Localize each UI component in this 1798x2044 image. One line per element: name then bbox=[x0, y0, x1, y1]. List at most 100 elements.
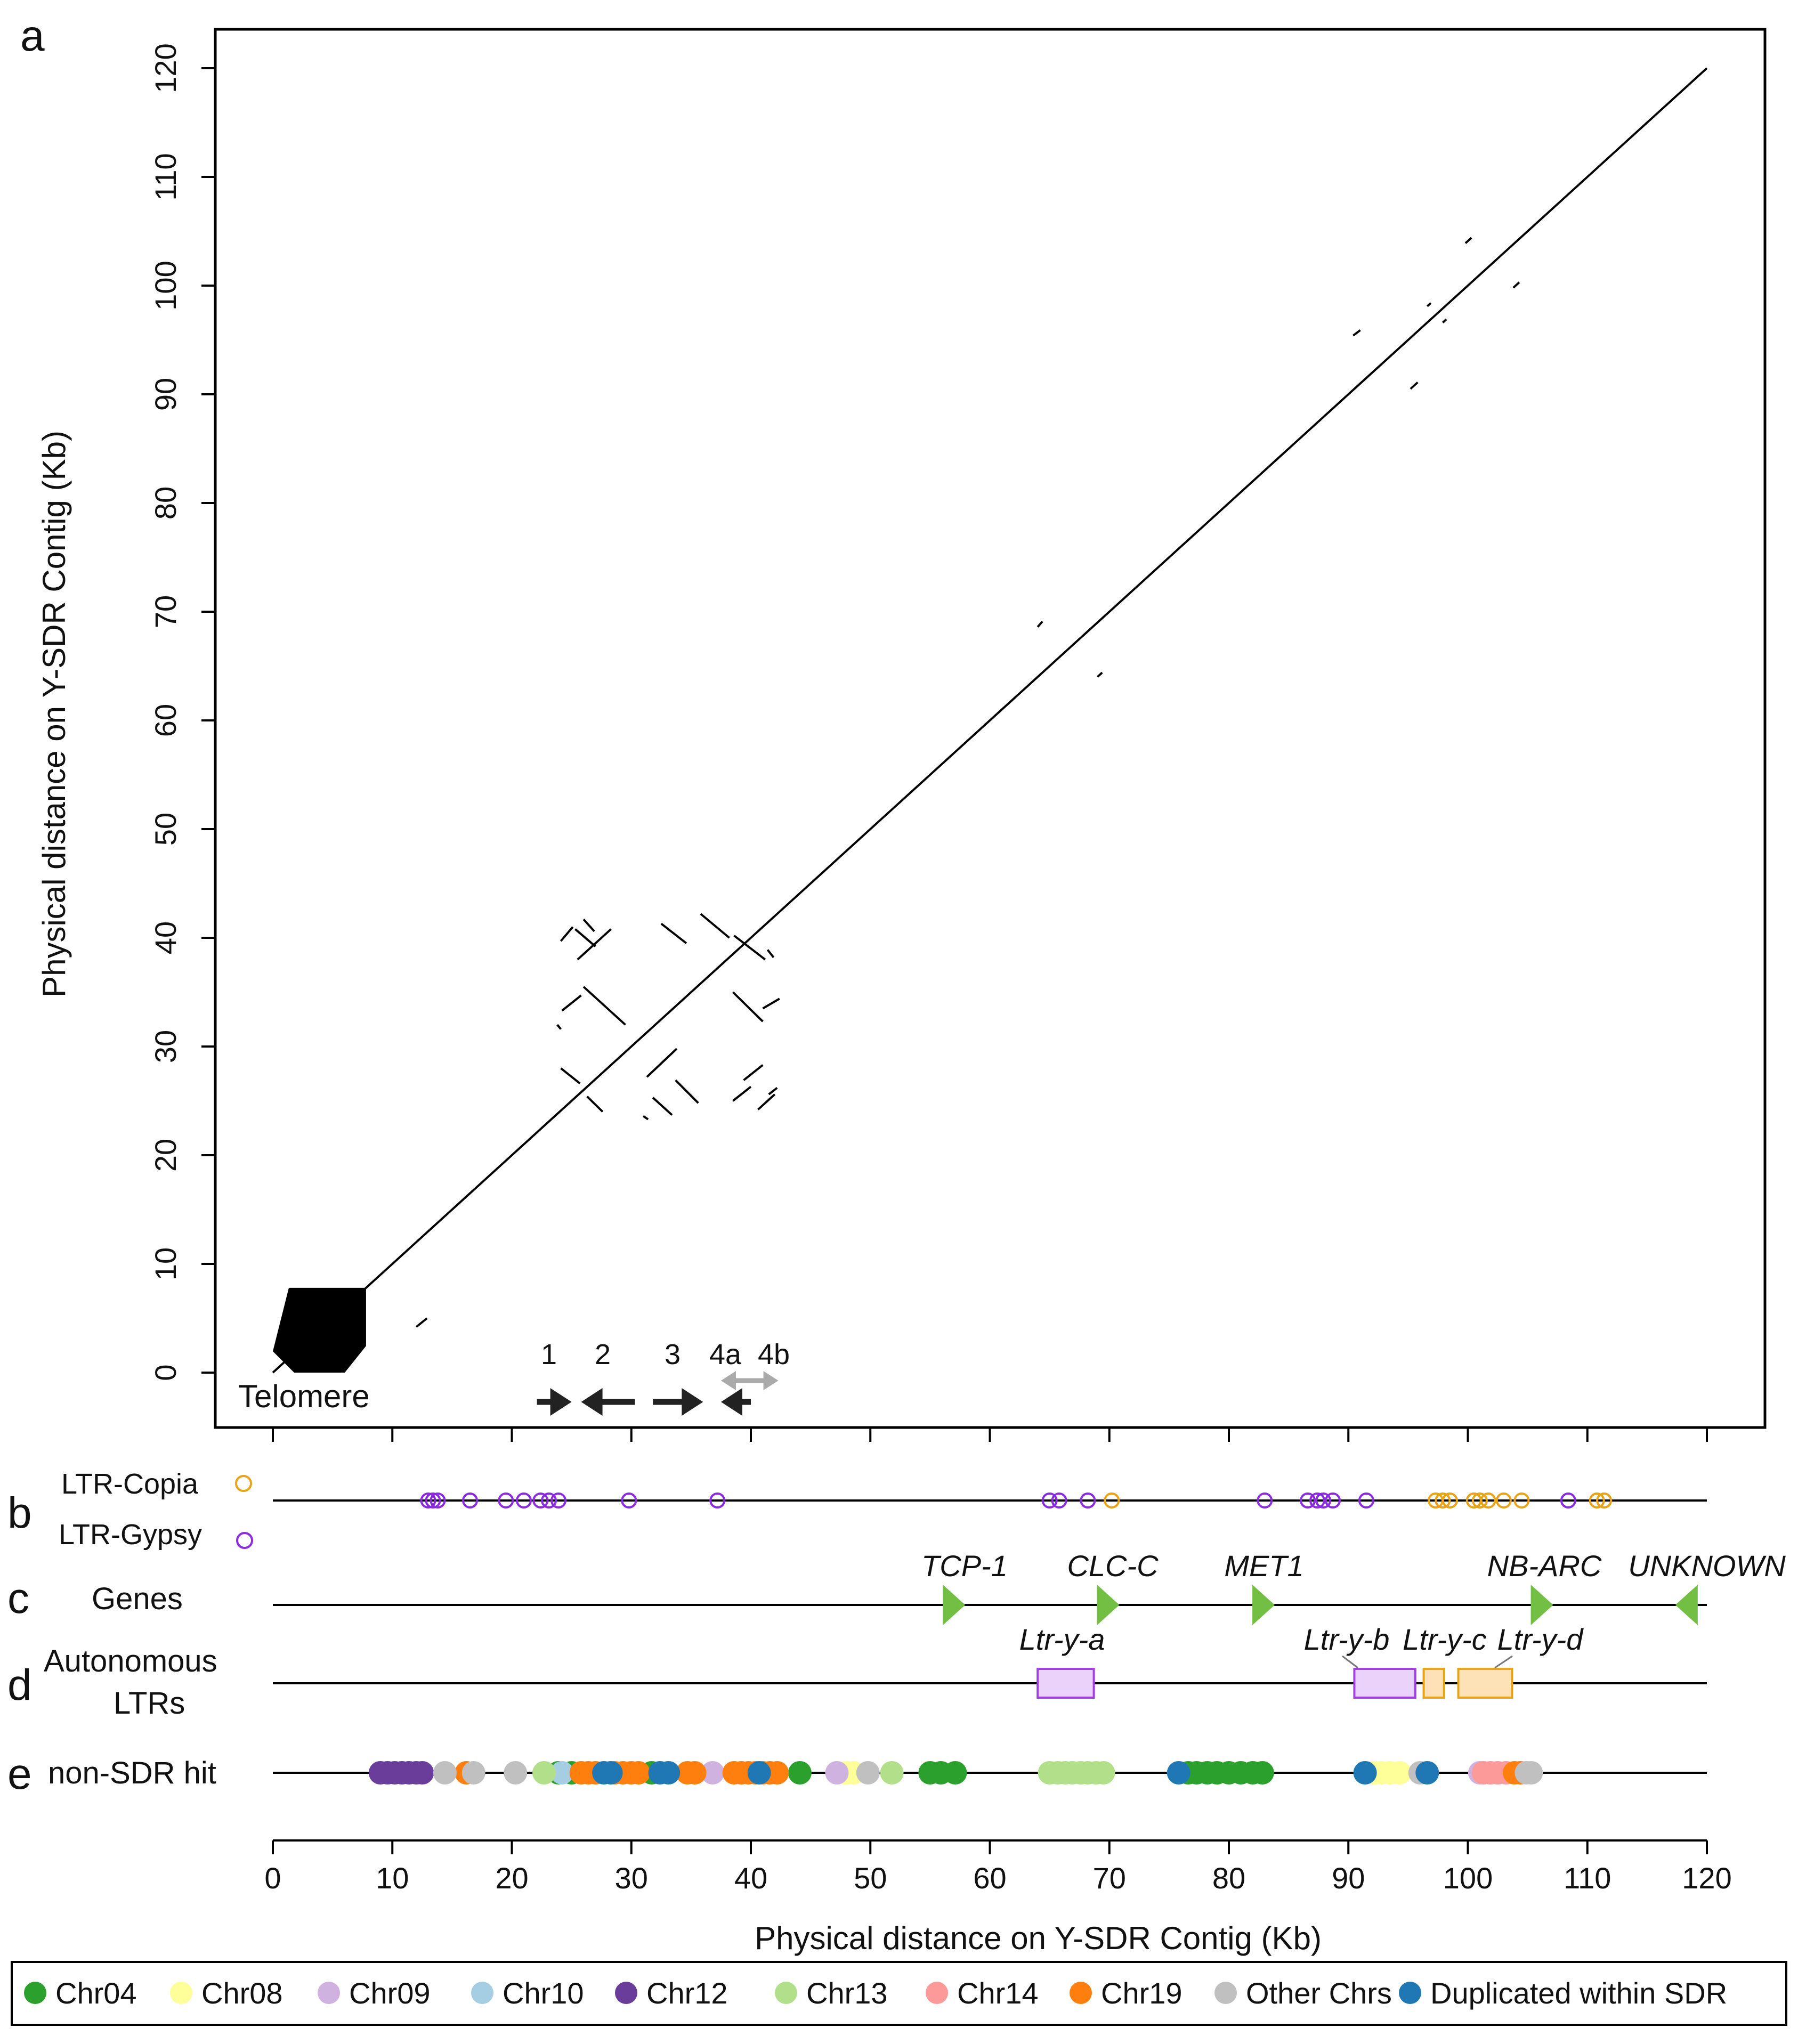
gene-label: CLC-C bbox=[1067, 1549, 1159, 1583]
legend-marker bbox=[926, 1982, 948, 2004]
non-sdr-hit-marker bbox=[943, 1761, 967, 1785]
autonomous-ltr-box bbox=[1422, 1668, 1445, 1699]
legend-label: Chr04 bbox=[55, 1976, 137, 2010]
bottom-x-tick-label: 100 bbox=[1443, 1861, 1493, 1895]
ltr-marker-ltr-gypsy bbox=[1315, 1493, 1332, 1508]
bottom-x-tick-label: 20 bbox=[495, 1861, 528, 1895]
repeat-4a-head bbox=[720, 1388, 742, 1416]
gene-marker bbox=[1530, 1585, 1553, 1625]
genes-track-label: Genes bbox=[92, 1581, 183, 1616]
autonomous-ltr-label: Ltr-y-d bbox=[1497, 1623, 1584, 1656]
y-tick-label: 80 bbox=[149, 486, 182, 520]
ltr-marker-ltr-copia bbox=[1589, 1493, 1605, 1508]
non-sdr-hit-marker bbox=[880, 1761, 904, 1785]
dotplot-segment bbox=[556, 1024, 562, 1030]
legend-marker bbox=[1070, 1982, 1092, 2004]
dotplot-panel: 0 10 20 30 40 50 60 70 80 90 100 110 120 Physical di… bbox=[36, 28, 1767, 1442]
non-sdr-hit-marker bbox=[433, 1761, 457, 1785]
panel-letter-c: c bbox=[7, 1574, 29, 1623]
dotplot-segment bbox=[1512, 281, 1520, 289]
bottom-x-tick-label: 120 bbox=[1682, 1861, 1731, 1895]
dotplot-segment bbox=[1036, 621, 1043, 628]
ltr-marker-ltr-copia bbox=[1596, 1493, 1613, 1508]
non-sdr-hit-marker bbox=[461, 1761, 485, 1785]
ltr-marker-ltr-copia bbox=[1513, 1493, 1530, 1508]
legend-label: Chr12 bbox=[646, 1976, 728, 2010]
ltr-track-panel: LTR-Copia LTR-Gypsy bbox=[59, 1468, 1707, 1551]
dotplot-segment bbox=[561, 994, 582, 1012]
non-sdr-hit-marker bbox=[825, 1761, 849, 1785]
ltr-marker-ltr-copia bbox=[1495, 1493, 1512, 1508]
panel-letter-d: d bbox=[7, 1661, 32, 1709]
non-sdr-hit-marker bbox=[657, 1761, 681, 1785]
bottom-x-axis-label: Physical distance on Y-SDR Contig (Kb) bbox=[755, 1920, 1322, 1956]
panel-letter-a: a bbox=[20, 12, 45, 60]
non-sdr-hit-marker bbox=[550, 1761, 574, 1785]
legend-marker bbox=[318, 1982, 340, 2004]
y-tick-label: 40 bbox=[149, 921, 182, 954]
ltr-marker-ltr-copia bbox=[1480, 1493, 1496, 1508]
dotplot-segment bbox=[652, 1097, 673, 1116]
ltr-marker-ltr-gypsy bbox=[1257, 1493, 1273, 1508]
dotplot-segment bbox=[582, 986, 626, 1026]
non-sdr-track-label: non-SDR hit bbox=[48, 1756, 216, 1790]
autonomous-ltr-panel: Autonomous LTRs Ltr-y-a Ltr-y-b Ltr-y-c Ltr… bbox=[44, 1623, 1707, 1721]
repeat-3-head bbox=[682, 1388, 703, 1416]
dotplot-x-axis bbox=[272, 1427, 1708, 1442]
repeat-4b-head-left bbox=[720, 1371, 736, 1390]
ltr-marker-ltr-gypsy bbox=[420, 1493, 436, 1508]
non-sdr-hit-marker bbox=[504, 1761, 528, 1785]
non-sdr-hit-marker bbox=[532, 1761, 556, 1785]
ltr-marker-ltr-gypsy bbox=[1041, 1493, 1058, 1508]
dotplot-segment bbox=[1442, 318, 1447, 323]
legend-label: Chr14 bbox=[957, 1976, 1039, 2010]
dotplot-segment bbox=[675, 1079, 699, 1104]
dotplot-segment bbox=[574, 928, 596, 947]
legend-label: Duplicated within SDR bbox=[1430, 1976, 1727, 2010]
legend-marker bbox=[170, 1982, 192, 2004]
ltr-marker-ltr-gypsy bbox=[425, 1493, 441, 1508]
ltr-marker-ltr-gypsy bbox=[1560, 1493, 1576, 1508]
non-sdr-hit-marker bbox=[627, 1761, 651, 1785]
y-tick-label: 70 bbox=[149, 595, 182, 628]
legend-marker bbox=[1399, 1982, 1421, 2004]
legend-marker bbox=[471, 1982, 493, 2004]
dotplot-segment bbox=[1426, 302, 1432, 307]
bottom-x-tick-label: 80 bbox=[1212, 1861, 1245, 1895]
ltr-marker-ltr-gypsy bbox=[621, 1493, 637, 1508]
chromosome-legend: Chr04 Chr08 Chr09 Chr10 Chr12 Chr13 Chr14 Chr19… bbox=[11, 1961, 1787, 2026]
legend-label: Chr08 bbox=[201, 1976, 283, 2010]
gene-label: TCP-1 bbox=[921, 1549, 1008, 1583]
legend-marker bbox=[24, 1982, 46, 2004]
ltr-marker-ltr-gypsy bbox=[1358, 1493, 1374, 1508]
bottom-x-axis: 0 10 20 30 40 50 60 70 80 90 100 110 120 bbox=[264, 1839, 1732, 1895]
dotplot-segment bbox=[732, 991, 764, 1023]
bottom-x-tick-label: 30 bbox=[615, 1861, 648, 1895]
non-sdr-hit-marker bbox=[701, 1761, 725, 1785]
dotplot-segment bbox=[660, 922, 687, 944]
ltr-marker-ltr-gypsy bbox=[550, 1493, 566, 1508]
ltr-marker-ltr-copia bbox=[1104, 1493, 1120, 1508]
autonomous-ltr-label: Ltr-y-a bbox=[1019, 1623, 1105, 1656]
ltr-marker-ltr-gypsy bbox=[709, 1493, 726, 1508]
ltr-marker-ltr-gypsy bbox=[541, 1493, 557, 1508]
y-tick-label: 50 bbox=[149, 813, 182, 846]
dotplot-segment bbox=[733, 935, 766, 961]
non-sdr-hit-marker bbox=[410, 1761, 434, 1785]
repeat-label-4b: 4b bbox=[758, 1339, 790, 1370]
y-tick-label: 0 bbox=[149, 1364, 182, 1381]
ltr-marker-ltr-copia bbox=[1435, 1493, 1451, 1508]
non-sdr-hit-marker bbox=[765, 1761, 789, 1785]
autonomous-ltr-label: Ltr-y-b bbox=[1304, 1623, 1390, 1656]
non-sdr-hit-marker bbox=[1167, 1761, 1190, 1785]
gene-marker bbox=[943, 1585, 966, 1625]
dotplot-segment bbox=[582, 918, 595, 932]
bottom-x-tick-label: 110 bbox=[1564, 1861, 1611, 1895]
dotplot-segment bbox=[768, 1086, 778, 1096]
leader-line bbox=[1342, 1655, 1358, 1669]
legend-label: Other Chrs bbox=[1246, 1976, 1392, 2010]
genes-track: TCP-1 CLC-C MET1 NB-ARC UNKNOWN bbox=[273, 1549, 1786, 1625]
ltr-marker-ltr-copia bbox=[1441, 1493, 1458, 1508]
autonomous-ltr-box bbox=[1036, 1668, 1095, 1699]
